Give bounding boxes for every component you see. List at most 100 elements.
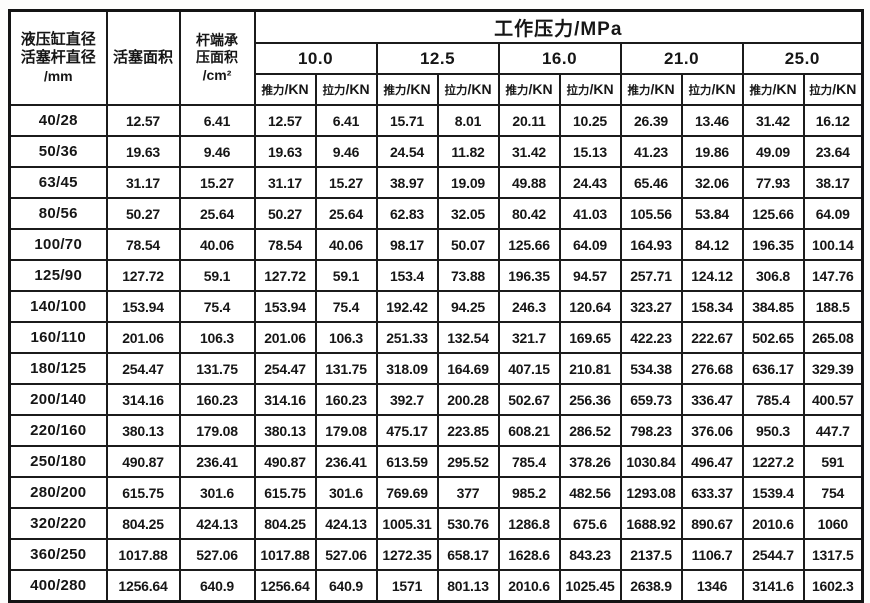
force-value-cell: 38.17	[802, 166, 864, 199]
piston-area-cell: 50.27	[105, 197, 181, 230]
force-value-cell: 73.88	[436, 259, 500, 292]
force-value-cell: 1293.08	[619, 476, 683, 509]
header-row-pressures: 10.0 12.5 16.0 21.0 25.0	[10, 42, 864, 75]
col-header-rod-area-line1: 杆端承	[196, 31, 238, 48]
rod-area-cell: 75.4	[178, 290, 256, 323]
force-value-cell: 38.97	[375, 166, 439, 199]
table-row: 180/125 254.47 131.75 254.47 131.75 318.09 164…	[8, 352, 864, 385]
force-value-cell: 20.11	[497, 104, 561, 137]
force-value-cell: 64.09	[558, 228, 622, 261]
rod-area-cell: 640.9	[178, 569, 256, 603]
piston-area-cell: 78.54	[105, 228, 181, 261]
force-value-cell: 336.47	[680, 383, 744, 416]
pressure-12.5: 12.5	[375, 42, 500, 75]
piston-area-cell: 1017.88	[105, 538, 181, 571]
force-unit-label: /KN	[832, 80, 857, 97]
rod-area-cell: 301.6	[178, 476, 256, 509]
table-row: 140/100 153.94 75.4 153.94 75.4 192.42 94.25 24…	[8, 290, 864, 323]
pull-label: 拉力	[566, 84, 590, 97]
force-value-cell: 32.05	[436, 197, 500, 230]
force-value-cell: 1060	[802, 507, 864, 540]
force-value-cell: 257.71	[619, 259, 683, 292]
force-unit-label: /KN	[345, 80, 370, 97]
bore-rod-cell: 320/220	[8, 507, 108, 540]
force-unit-label: /KN	[711, 80, 736, 97]
piston-area-cell: 127.72	[105, 259, 181, 292]
force-value-cell: 6.41	[314, 104, 378, 137]
force-value-cell: 1106.7	[680, 538, 744, 571]
force-value-cell: 378.26	[558, 445, 622, 478]
force-value-cell: 422.23	[619, 321, 683, 354]
table-row: 200/140 314.16 160.23 314.16 160.23 392.7 200.…	[8, 383, 864, 416]
force-value-cell: 41.23	[619, 135, 683, 168]
force-value-cell: 591	[802, 445, 864, 478]
push-label: 推力	[505, 84, 529, 97]
force-value-cell: 200.28	[436, 383, 500, 416]
push-label: 推力	[261, 84, 285, 97]
table-row: 40/28 12.57 6.41 12.57 6.41 15.71 8.01 20.11 10.…	[8, 104, 864, 137]
force-value-cell: 530.76	[436, 507, 500, 540]
force-value-cell: 131.75	[314, 352, 378, 385]
force-value-cell: 950.3	[741, 414, 805, 447]
force-value-cell: 153.94	[253, 290, 317, 323]
force-value-cell: 785.4	[741, 383, 805, 416]
piston-area-cell: 31.17	[105, 166, 181, 199]
force-value-cell: 65.46	[619, 166, 683, 199]
force-value-cell: 613.59	[375, 445, 439, 478]
force-value-cell: 843.23	[558, 538, 622, 571]
force-value-cell: 236.41	[314, 445, 378, 478]
force-value-cell: 223.85	[436, 414, 500, 447]
force-value-cell: 329.39	[802, 352, 864, 385]
force-value-cell: 50.27	[253, 197, 317, 230]
force-value-cell: 769.69	[375, 476, 439, 509]
force-value-cell: 124.12	[680, 259, 744, 292]
pull-label: 拉力	[809, 84, 833, 97]
force-value-cell: 254.47	[253, 352, 317, 385]
force-value-cell: 246.3	[497, 290, 561, 323]
force-value-cell: 94.25	[436, 290, 500, 323]
force-value-cell: 16.12	[802, 104, 864, 137]
table-row: 220/160 380.13 179.08 380.13 179.08 475.17 223…	[8, 414, 864, 447]
force-value-cell: 158.34	[680, 290, 744, 323]
piston-area-cell: 153.94	[105, 290, 181, 323]
force-value-cell: 1030.84	[619, 445, 683, 478]
force-value-cell: 105.56	[619, 197, 683, 230]
table-row: 63/45 31.17 15.27 31.17 15.27 38.97 19.09 49.88…	[8, 166, 864, 199]
col-header-rod-area-unit: /cm²	[202, 66, 232, 83]
force-value-cell: 2137.5	[619, 538, 683, 571]
pull-label: 拉力	[444, 84, 468, 97]
bore-rod-cell: 100/70	[8, 228, 108, 261]
piston-area-cell: 615.75	[105, 476, 181, 509]
push-force-header: 推力/KN	[619, 73, 683, 106]
pressure-16: 16.0	[497, 42, 622, 75]
force-unit-label: /KN	[772, 80, 797, 97]
force-value-cell: 169.65	[558, 321, 622, 354]
force-value-cell: 265.08	[802, 321, 864, 354]
push-force-header: 推力/KN	[375, 73, 439, 106]
force-value-cell: 785.4	[497, 445, 561, 478]
col-header-bore-line1: 液压缸直径	[20, 30, 96, 48]
force-value-cell: 1539.4	[741, 476, 805, 509]
force-value-cell: 1628.6	[497, 538, 561, 571]
force-value-cell: 24.43	[558, 166, 622, 199]
col-header-bore-rod: 液压缸直径 活塞杆直径 /mm	[8, 9, 108, 106]
bore-rod-cell: 80/56	[8, 197, 108, 230]
force-value-cell: 84.12	[680, 228, 744, 261]
force-value-cell: 188.5	[802, 290, 864, 323]
col-header-bore-line2: 活塞杆直径	[20, 49, 96, 67]
force-value-cell: 11.82	[436, 135, 500, 168]
bore-rod-cell: 400/280	[8, 569, 108, 603]
table-row: 320/220 804.25 424.13 804.25 424.13 1005.31 53…	[8, 507, 864, 540]
force-value-cell: 62.83	[375, 197, 439, 230]
rod-area-cell: 59.1	[178, 259, 256, 292]
force-unit-label: /KN	[528, 80, 553, 97]
rod-area-cell: 179.08	[178, 414, 256, 447]
force-value-cell: 318.09	[375, 352, 439, 385]
force-value-cell: 25.64	[314, 197, 378, 230]
table-row: 125/90 127.72 59.1 127.72 59.1 153.4 73.88 196.…	[8, 259, 864, 292]
force-value-cell: 1286.8	[497, 507, 561, 540]
force-value-cell: 106.3	[314, 321, 378, 354]
force-value-cell: 400.57	[802, 383, 864, 416]
force-value-cell: 53.84	[680, 197, 744, 230]
force-value-cell: 608.21	[497, 414, 561, 447]
